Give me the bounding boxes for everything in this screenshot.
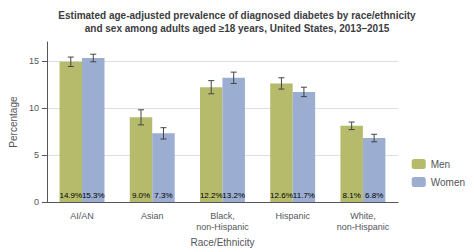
svg-text:13.2%: 13.2% (222, 191, 245, 200)
svg-text:Race/Ethnicity: Race/Ethnicity (190, 237, 254, 248)
svg-text:Asian: Asian (141, 211, 164, 221)
svg-text:AI/AN: AI/AN (70, 211, 94, 221)
svg-text:and sex among adults aged ≥18: and sex among adults aged ≥18 years, Uni… (85, 23, 390, 34)
svg-text:11.7%: 11.7% (293, 191, 315, 200)
svg-text:15.3%: 15.3% (82, 191, 105, 200)
svg-text:7.3%: 7.3% (154, 191, 172, 200)
svg-text:12.2%: 12.2% (200, 191, 223, 200)
svg-text:9.0%: 9.0% (132, 191, 150, 200)
svg-text:12.6%: 12.6% (270, 191, 293, 200)
svg-text:Women: Women (431, 177, 465, 188)
svg-text:6.8%: 6.8% (365, 191, 383, 200)
svg-text:14.9%: 14.9% (59, 191, 82, 200)
svg-text:5: 5 (34, 150, 39, 160)
svg-text:non-Hispanic: non-Hispanic (337, 222, 390, 232)
svg-text:Estimated age-adjusted prevale: Estimated age-adjusted prevalence of dia… (58, 10, 416, 21)
svg-text:8.1%: 8.1% (343, 191, 361, 200)
svg-text:Black,: Black, (210, 211, 235, 221)
svg-text:non-Hispanic: non-Hispanic (196, 222, 249, 232)
svg-text:Men: Men (431, 159, 450, 170)
svg-text:15: 15 (29, 56, 39, 66)
svg-text:0: 0 (34, 197, 39, 207)
svg-text:Percentage: Percentage (8, 96, 19, 148)
svg-text:White,: White, (350, 211, 376, 221)
svg-text:Hispanic: Hispanic (275, 211, 310, 221)
svg-text:10: 10 (29, 103, 39, 113)
